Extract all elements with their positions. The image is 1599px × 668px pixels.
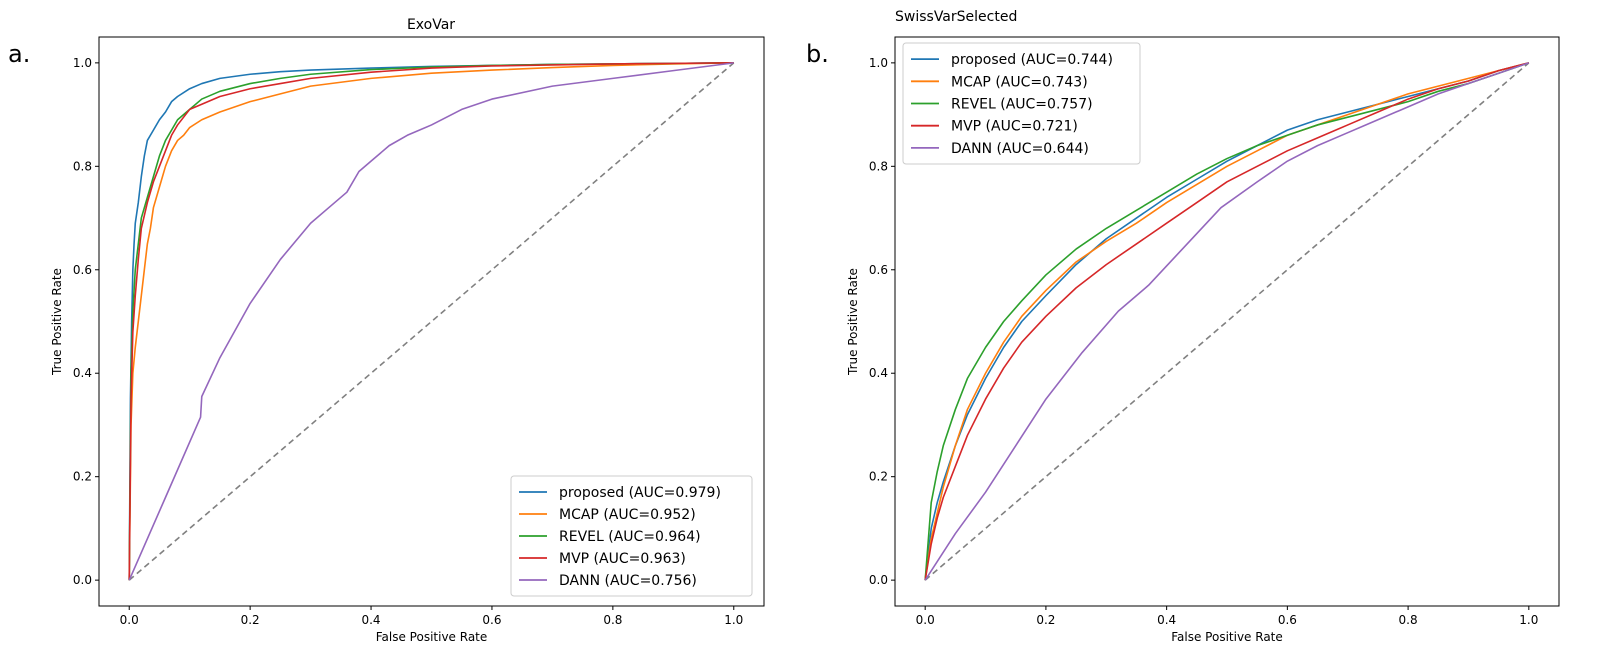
x-tick-label: 1.0 [724, 613, 743, 627]
x-axis-label: False Positive Rate [1171, 630, 1283, 644]
series-line-2 [128, 62, 734, 581]
legend-entry: proposed (AUC=0.744) [951, 52, 1113, 68]
panel-letter: b. [806, 40, 829, 68]
y-tick-label: 1.0 [869, 56, 888, 70]
x-tick-label: 0.8 [1399, 613, 1418, 627]
chart-title: ExoVar [407, 17, 455, 33]
x-tick-label: 0.6 [1278, 613, 1297, 627]
legend-entry: MCAP (AUC=0.952) [559, 507, 696, 523]
y-tick-label: 0.6 [73, 263, 92, 277]
y-tick-label: 0.8 [869, 159, 888, 173]
x-tick-label: 0.6 [482, 613, 501, 627]
diagonal-reference-line [924, 62, 1530, 581]
plot-area [924, 62, 1530, 581]
legend-box [510, 475, 753, 597]
y-axis-label: True Positive Rate [50, 268, 64, 376]
x-axis-label: False Positive Rate [376, 630, 488, 644]
panel-exovar: a. ExoVar 0.0 0.2 0.4 0.6 0.8 1.0 0.0 0.2 0.4 0.6 0.… [8, 17, 765, 644]
y-tick-label: 0.2 [73, 470, 92, 484]
legend: proposed (AUC=0.744) MCAP (AUC=0.743) REVE… [902, 42, 1141, 165]
y-tick-label: 0.0 [869, 573, 888, 587]
x-tick-label: 0.2 [241, 613, 260, 627]
panel-swissvarselected: b. SwissVarSelected 0.0 0.2 0.4 0.6 0.8 1.0 0.0 0… [806, 9, 1560, 644]
legend-entry: MCAP (AUC=0.743) [951, 74, 1088, 90]
chart-title: SwissVarSelected [895, 9, 1017, 25]
x-tick-label: 0.4 [361, 613, 380, 627]
y-tick-label: 0.4 [869, 366, 888, 380]
plot-area [128, 62, 735, 581]
legend-entry: DANN (AUC=0.756) [559, 573, 697, 589]
plot-frame [894, 36, 1560, 607]
legend-entry: REVEL (AUC=0.964) [559, 529, 701, 545]
legend-entry: REVEL (AUC=0.757) [951, 97, 1093, 113]
x-tick-label: 0.8 [603, 613, 622, 627]
legend-box [902, 42, 1141, 165]
y-tick-label: 0.0 [73, 573, 92, 587]
legend-entry: proposed (AUC=0.979) [559, 485, 721, 501]
x-tick-label: 0.0 [916, 613, 935, 627]
diagonal-reference-line [128, 62, 735, 581]
plot-frame [98, 36, 765, 607]
legend-entry: MVP (AUC=0.721) [951, 119, 1078, 135]
series-line-5 [924, 62, 1530, 581]
series-line-4 [924, 62, 1530, 581]
y-tick-label: 0.4 [73, 366, 92, 380]
x-tick-label: 1.0 [1519, 613, 1538, 627]
series-line-4 [128, 62, 734, 581]
legend-entry: DANN (AUC=0.644) [951, 141, 1089, 157]
legend-entry: MVP (AUC=0.963) [559, 551, 686, 567]
panel-letter: a. [8, 40, 30, 68]
y-tick-label: 1.0 [73, 56, 92, 70]
series-line-3 [924, 62, 1530, 581]
legend: proposed (AUC=0.979) MCAP (AUC=0.952) REVE… [510, 475, 753, 597]
x-tick-label: 0.2 [1036, 613, 1055, 627]
x-tick-label: 0.4 [1157, 613, 1176, 627]
y-tick-label: 0.6 [869, 263, 888, 277]
series-line-5 [128, 62, 734, 581]
y-tick-label: 0.8 [73, 159, 92, 173]
y-axis-label: True Positive Rate [846, 268, 860, 376]
series-line-2 [924, 62, 1530, 581]
x-tick-label: 0.0 [120, 613, 139, 627]
y-tick-label: 0.2 [869, 470, 888, 484]
